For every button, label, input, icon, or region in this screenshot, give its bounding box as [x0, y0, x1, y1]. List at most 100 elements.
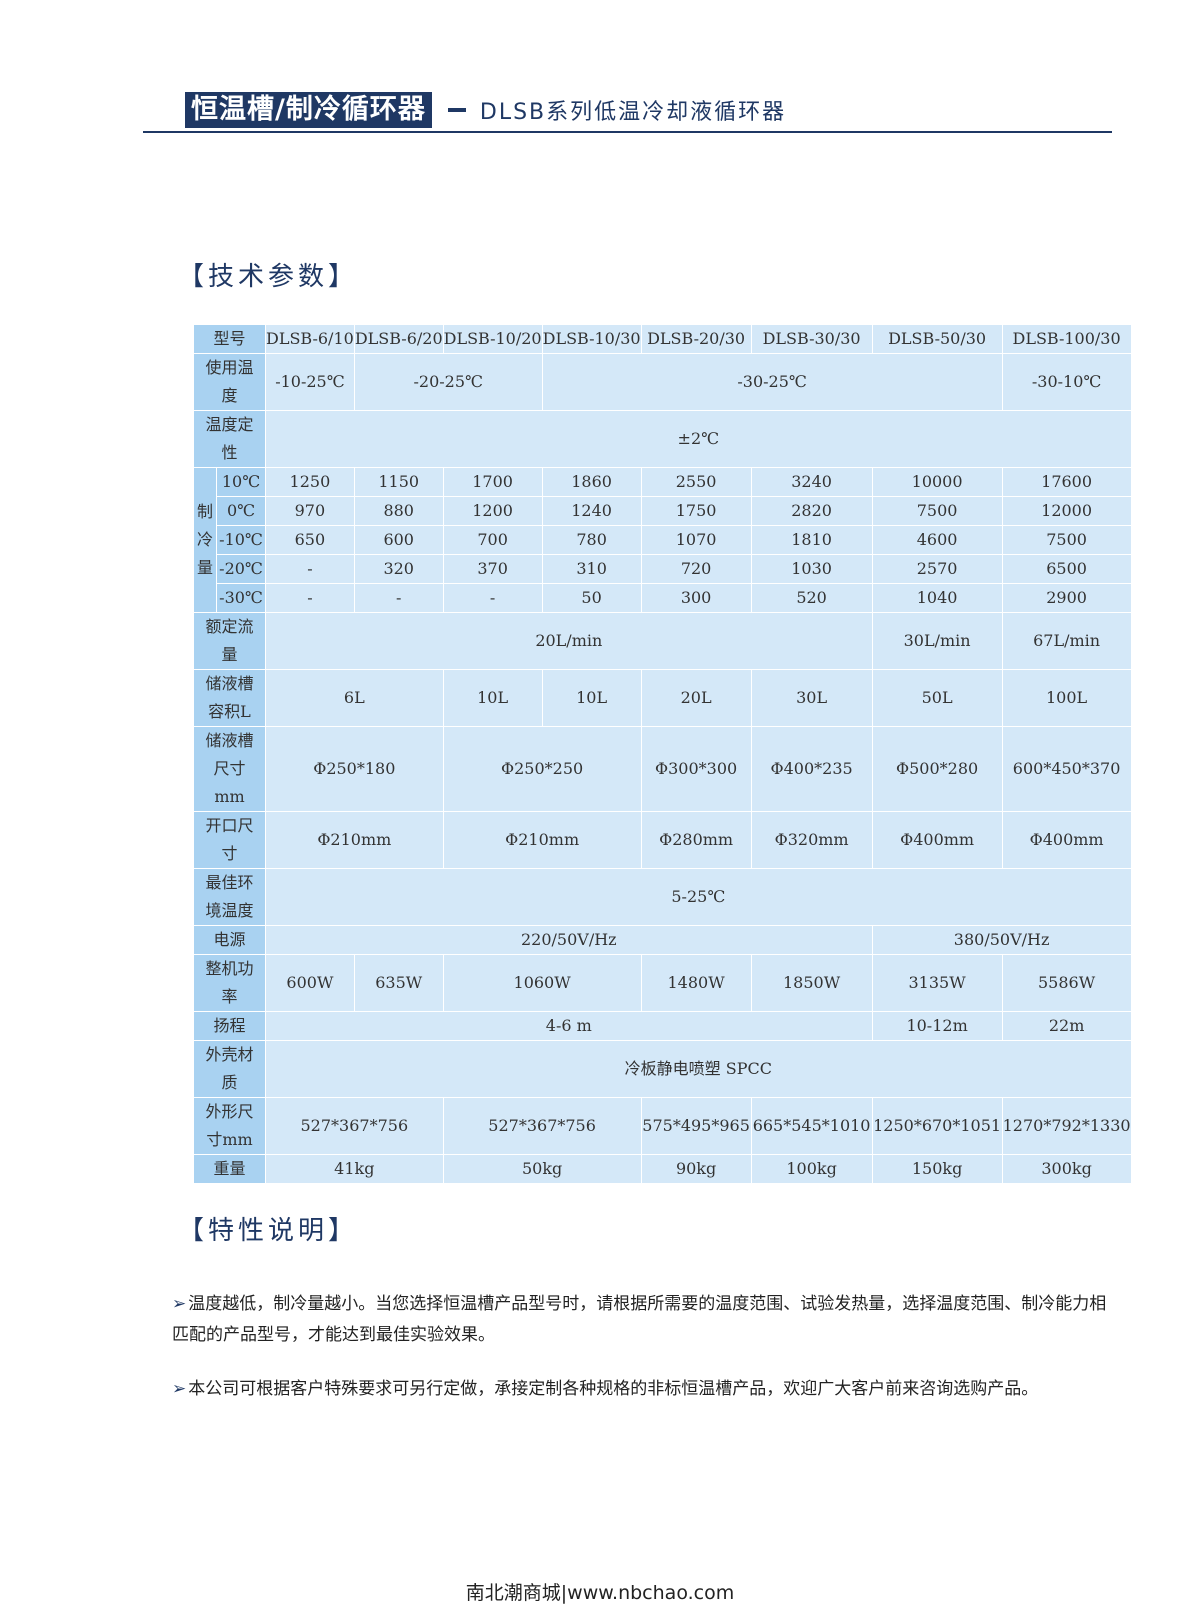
row-label: 型号	[193, 324, 266, 354]
table-cell: 970	[265, 496, 355, 526]
table-cell: ±2℃	[265, 410, 1132, 468]
table-cell: 1030	[750, 554, 873, 584]
header-dash	[447, 108, 466, 112]
table-row: 电源 220/50V/Hz 380/50V/Hz	[193, 925, 1132, 955]
table-row: 开口尺寸 Φ210mm Φ210mm Φ280mm Φ320mm Φ400mm Φ400mm	[193, 811, 1132, 869]
feature-item: ➢ 本公司可根据客户特殊要求可另行定做，承接定制各种规格的非标恒温槽产品，欢迎广大…	[172, 1374, 1117, 1405]
feature-item: ➢ 温度越低，制冷量越小。当您选择恒温槽产品型号时，请根据所需要的温度范围、试验发…	[172, 1289, 1117, 1351]
table-cell: 6500	[1001, 554, 1132, 584]
section-title-features: 【特性说明】	[178, 1216, 359, 1246]
spec-table: 型号 DLSB-6/10 DLSB-6/20 DLSB-10/20 DLSB-10/30…	[193, 324, 1132, 1184]
table-cell: Φ250*250	[442, 726, 642, 812]
table-row: 制冷量 10℃ 1250 1150 1700 1860 2550 3240 10000 17600	[193, 467, 1132, 613]
table-cell: 1060W	[442, 954, 642, 1012]
table-cell: 20L/min	[265, 612, 873, 670]
table-cell: 600W	[265, 954, 355, 1012]
table-row: 储液槽尺寸mm Φ250*180 Φ250*250 Φ300*300 Φ400*235 Φ…	[193, 726, 1132, 812]
header-subtitle: DLSB系列低温冷却液循环器	[479, 100, 787, 125]
table-cell: 6L	[265, 669, 444, 727]
table-row: 0℃ 970 880 1200 1240 1750 2820 7500 12000	[194, 496, 1132, 526]
table-cell: 1070	[640, 525, 752, 555]
table-cell: 527*367*756	[265, 1097, 444, 1155]
row-group-label: 制冷量	[193, 467, 217, 613]
table-cell: 527*367*756	[442, 1097, 642, 1155]
table-cell: 700	[442, 525, 543, 555]
row-label: 扬程	[193, 1011, 266, 1041]
table-cell: 310	[541, 554, 642, 584]
table-cell: 2820	[750, 496, 873, 526]
row-sub-label: -30℃	[216, 583, 266, 613]
table-row: 额定流量 20L/min 30L/min 67L/min	[193, 612, 1132, 670]
table-cell: 50	[541, 583, 642, 613]
table-row: 使用温度 -10-25℃ -20-25℃ -30-25℃ -30-10℃	[193, 353, 1132, 411]
table-cell: 1200	[442, 496, 543, 526]
table-cell: 1850W	[750, 954, 873, 1012]
table-cell: 50L	[871, 669, 1003, 727]
table-cell: -	[265, 583, 355, 613]
table-cell: DLSB-10/30	[541, 324, 642, 354]
table-row: -20℃ -320 370 310 720 1030 2570 6500	[194, 554, 1132, 584]
table-cell: -10-25℃	[265, 353, 355, 411]
section-title-tech: 【技术参数】	[178, 262, 359, 292]
table-cell: 600	[353, 525, 444, 555]
table-cell: 50kg	[442, 1154, 642, 1184]
table-cell: -30-25℃	[541, 353, 1003, 411]
table-cell: 600*450*370	[1001, 726, 1132, 812]
table-cell: 3240	[750, 467, 873, 497]
table-cell: 5586W	[1001, 954, 1132, 1012]
table-cell: 380/50V/Hz	[871, 925, 1132, 955]
row-label: 外形尺寸mm	[193, 1097, 266, 1155]
row-label: 重量	[193, 1154, 266, 1184]
row-sub-label: -20℃	[216, 554, 266, 584]
table-cell: Φ210mm	[265, 811, 444, 869]
table-cell: 300kg	[1001, 1154, 1132, 1184]
table-cell: DLSB-6/10	[265, 324, 355, 354]
table-cell: 3135W	[871, 954, 1003, 1012]
table-cell: 1480W	[640, 954, 752, 1012]
table-cell: 41kg	[265, 1154, 444, 1184]
table-cell: 150kg	[871, 1154, 1003, 1184]
row-label: 电源	[193, 925, 266, 955]
table-cell: 320	[353, 554, 444, 584]
table-cell: 650	[265, 525, 355, 555]
table-cell: Φ500*280	[871, 726, 1003, 812]
table-cell: 10L	[541, 669, 642, 727]
table-cell: 10000	[871, 467, 1003, 497]
table-row: 重量 41kg 50kg 90kg 100kg 150kg 300kg	[193, 1154, 1132, 1184]
table-cell: 880	[353, 496, 444, 526]
table-cell: 67L/min	[1001, 612, 1132, 670]
table-row: 外壳材质 冷板静电喷塑 SPCC	[193, 1040, 1132, 1098]
row-sub-label: 0℃	[216, 496, 266, 526]
table-cell: 20L	[640, 669, 752, 727]
table-cell: 7500	[871, 496, 1003, 526]
table-cell: 10L	[442, 669, 543, 727]
arrow-icon: ➢	[172, 1379, 187, 1399]
table-cell: 冷板静电喷塑 SPCC	[265, 1040, 1132, 1098]
table-cell: Φ400mm	[871, 811, 1003, 869]
table-cell: Φ250*180	[265, 726, 444, 812]
table-row: 型号 DLSB-6/10 DLSB-6/20 DLSB-10/20 DLSB-10/30…	[193, 324, 1132, 354]
table-cell: 1860	[541, 467, 642, 497]
table-cell: Φ400*235	[750, 726, 873, 812]
table-cell: -	[265, 554, 355, 584]
page-header: 恒温槽/制冷循环器 DLSB系列低温冷却液循环器	[185, 92, 786, 128]
table-cell: Φ280mm	[640, 811, 752, 869]
table-cell: 1250*670*1051	[871, 1097, 1003, 1155]
table-cell: 1270*792*1330	[1001, 1097, 1132, 1155]
table-cell: 1150	[353, 467, 444, 497]
row-sub-label: 10℃	[216, 467, 266, 497]
table-cell: 2550	[640, 467, 752, 497]
feature-text: 温度越低，制冷量越小。当您选择恒温槽产品型号时，请根据所需要的温度范围、试验发热…	[172, 1294, 1107, 1345]
table-row: 整机功率 600W 635W 1060W 1480W 1850W 3135W 5586W	[193, 954, 1132, 1012]
row-label: 储液槽尺寸mm	[193, 726, 266, 812]
arrow-icon: ➢	[172, 1294, 187, 1314]
table-cell: DLSB-100/30	[1001, 324, 1132, 354]
table-cell: 665*545*1010	[750, 1097, 873, 1155]
table-cell: DLSB-10/20	[442, 324, 543, 354]
table-cell: 100L	[1001, 669, 1132, 727]
table-cell: 1700	[442, 467, 543, 497]
table-cell: DLSB-30/30	[750, 324, 873, 354]
row-label: 开口尺寸	[193, 811, 266, 869]
table-cell: DLSB-6/20	[353, 324, 444, 354]
table-cell: 17600	[1001, 467, 1132, 497]
